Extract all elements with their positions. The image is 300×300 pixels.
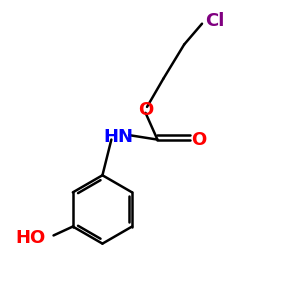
Text: HN: HN <box>104 128 134 146</box>
Text: Cl: Cl <box>205 12 224 30</box>
Text: O: O <box>192 130 207 148</box>
Text: O: O <box>138 101 153 119</box>
Text: HO: HO <box>16 230 46 247</box>
